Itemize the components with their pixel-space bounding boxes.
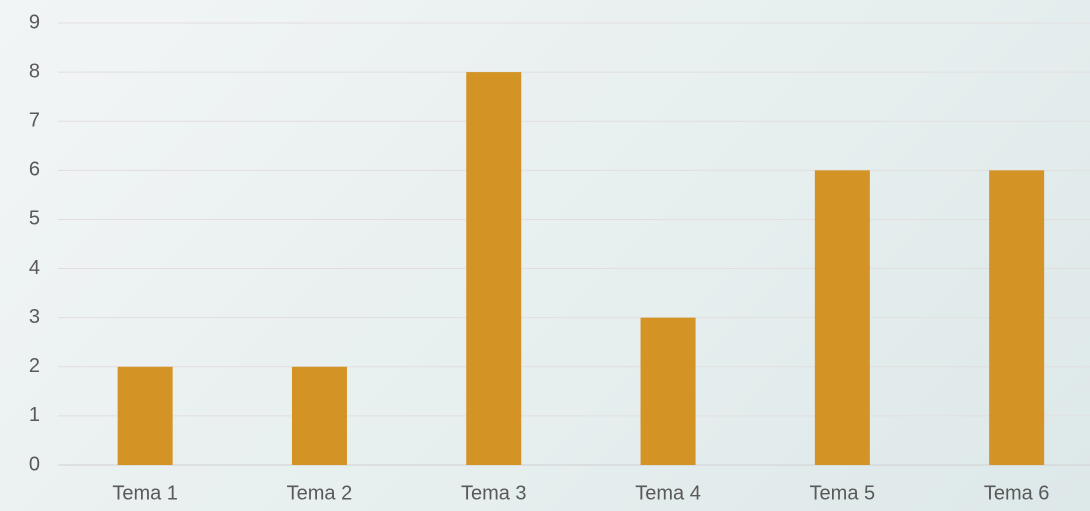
bar [291, 366, 347, 465]
y-tick-label: 3 [29, 306, 40, 328]
y-tick-label: 6 [29, 159, 40, 181]
y-tick-label: 1 [29, 404, 40, 426]
x-tick-label: Tema 3 [461, 482, 527, 504]
y-tick-label: 5 [29, 208, 40, 230]
y-tick-label: 4 [29, 257, 40, 279]
bar [466, 72, 522, 465]
x-tick-label: Tema 2 [287, 482, 353, 504]
y-tick-label: 8 [29, 60, 40, 82]
x-tick-label: Tema 1 [112, 482, 178, 504]
y-tick-label: 2 [29, 355, 40, 377]
bar [117, 366, 173, 465]
bar [814, 170, 870, 466]
x-tick-label: Tema 5 [810, 482, 876, 504]
bar [989, 170, 1045, 466]
y-tick-label: 0 [29, 453, 40, 475]
y-tick-label: 9 [29, 11, 40, 33]
x-tick-label: Tema 4 [635, 482, 701, 504]
x-tick-label: Tema 6 [984, 482, 1050, 504]
y-tick-label: 7 [29, 110, 40, 132]
bar [640, 317, 696, 465]
